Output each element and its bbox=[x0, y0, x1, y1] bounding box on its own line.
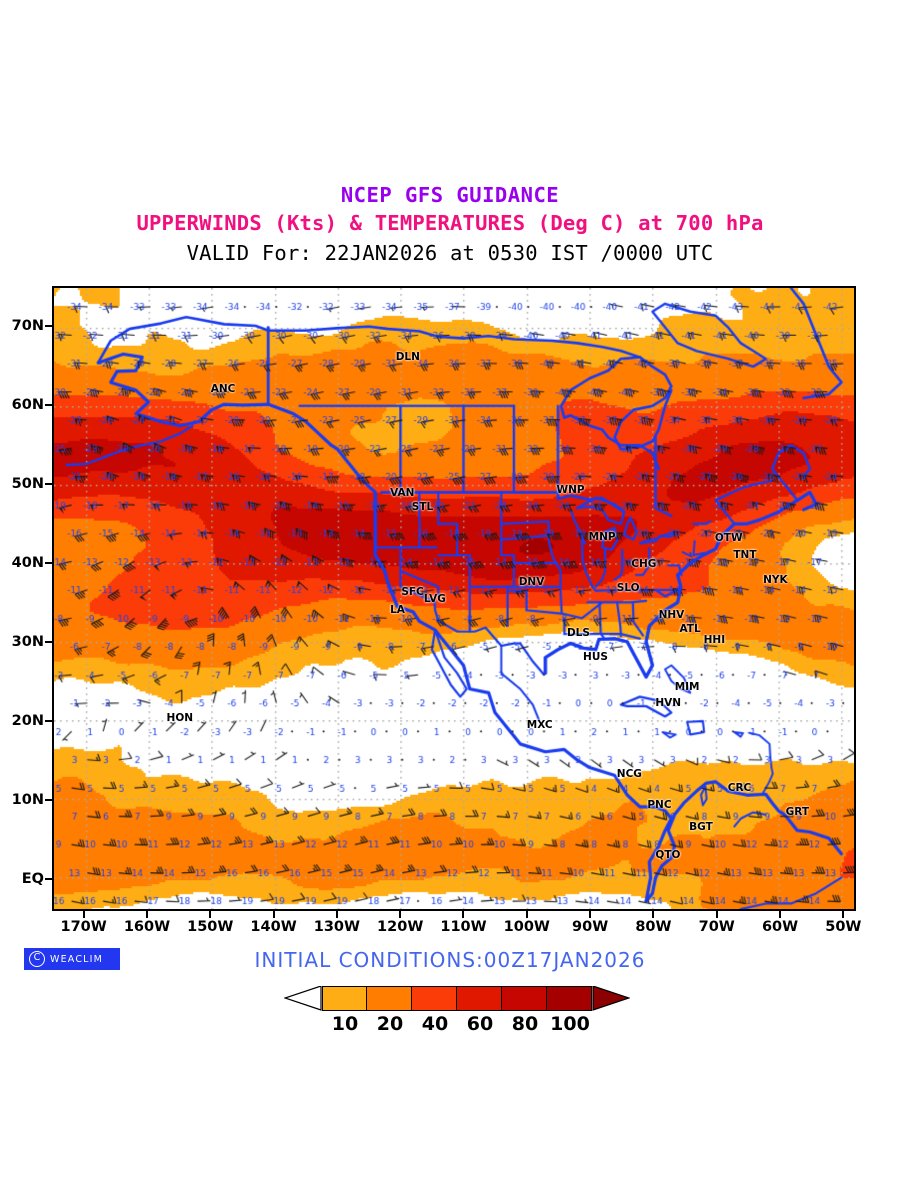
lon-axis-label: 140W bbox=[250, 919, 297, 935]
city-label: NHV bbox=[658, 609, 685, 622]
city-label: MIM bbox=[674, 680, 700, 693]
lon-axis-tick bbox=[779, 911, 782, 918]
lat-axis-tick bbox=[45, 878, 52, 881]
lon-axis-tick bbox=[209, 911, 212, 918]
page-title: NCEP GFS GUIDANCE bbox=[340, 183, 560, 207]
lon-axis-label: 70W bbox=[698, 919, 735, 935]
colorbar-tick-label: 20 bbox=[376, 1013, 404, 1035]
title-block: NCEP GFS GUIDANCE UPPERWINDS (Kts) & TEM… bbox=[0, 182, 900, 268]
lon-axis-tick bbox=[335, 911, 338, 918]
lat-axis-label: 40N bbox=[11, 554, 44, 571]
lon-axis-label: 60W bbox=[761, 919, 799, 935]
lat-axis-tick bbox=[45, 324, 52, 327]
lat-axis-tick bbox=[45, 561, 52, 564]
colorbar-left-arrow bbox=[284, 986, 322, 1011]
lon-axis-label: 100W bbox=[503, 919, 550, 935]
lon-axis-tick bbox=[145, 911, 148, 918]
lon-axis-label: 120W bbox=[377, 919, 424, 935]
city-label: PNC bbox=[647, 798, 672, 811]
colorbar-tick-label: 60 bbox=[466, 1013, 494, 1035]
city-label: DLN bbox=[395, 351, 420, 364]
city-label: ATL bbox=[679, 623, 701, 635]
colorbar-segments bbox=[322, 986, 592, 1011]
lat-axis-tick bbox=[45, 403, 52, 406]
copyright-icon: C bbox=[29, 951, 45, 967]
colorbar-segment bbox=[502, 986, 547, 1011]
city-label: LA bbox=[390, 603, 405, 616]
city-label: NYK bbox=[763, 573, 788, 586]
lon-axis-label: 170W bbox=[60, 919, 107, 935]
city-label: STL bbox=[411, 500, 434, 513]
city-label: HON bbox=[166, 711, 194, 724]
city-label: MXC bbox=[526, 719, 553, 732]
weaclim-logo: C WEACLIM bbox=[24, 948, 120, 970]
colorbar-segment bbox=[322, 986, 367, 1011]
colorbar-segment bbox=[412, 986, 457, 1011]
map-canvas bbox=[54, 288, 854, 909]
weaclim-label: WEACLIM bbox=[50, 953, 104, 965]
colorbar-segment bbox=[367, 986, 412, 1011]
city-label: CRC bbox=[727, 781, 752, 794]
lat-axis-label: 30N bbox=[11, 634, 44, 650]
city-label: MNP bbox=[588, 530, 616, 543]
colorbar-tick-label: 80 bbox=[511, 1013, 539, 1035]
city-label: VAN bbox=[390, 486, 415, 499]
city-label: NCG bbox=[616, 768, 642, 780]
lat-axis-label: 70N bbox=[11, 317, 44, 334]
city-label: OTW bbox=[714, 531, 743, 544]
city-label: WNP bbox=[556, 483, 585, 496]
lon-axis-tick bbox=[462, 911, 465, 918]
lon-axis-label: 90W bbox=[572, 919, 609, 935]
colorbar-right-arrow bbox=[592, 986, 630, 1011]
lon-axis-tick bbox=[652, 911, 655, 918]
weather-map[interactable]: ANC DLN VAN STL WNP OTW MNP TNT CHG NYK DNV SLO SFC L… bbox=[52, 286, 856, 911]
lat-axis-label: EQ bbox=[21, 871, 44, 888]
colorbar-tick-labels: 10 20 40 60 80 100 bbox=[0, 1013, 900, 1037]
city-label: TNT bbox=[733, 549, 757, 562]
lon-axis-tick bbox=[715, 911, 718, 918]
lon-axis-tick bbox=[272, 911, 275, 918]
lon-axis-tick bbox=[82, 911, 85, 918]
lon-axis-tick bbox=[589, 911, 592, 918]
city-label: LVG bbox=[423, 593, 446, 605]
lat-axis-label: 50N bbox=[11, 475, 44, 492]
lon-axis-label: 50W bbox=[825, 919, 862, 935]
page-subtitle: UPPERWINDS (Kts) & TEMPERATURES (Deg C) … bbox=[136, 211, 764, 235]
lat-axis-label: 10N bbox=[11, 792, 44, 809]
lat-axis-tick bbox=[45, 482, 52, 485]
city-label: ANC bbox=[210, 383, 236, 395]
lon-axis-label: 150W bbox=[187, 919, 234, 935]
colorbar-segment bbox=[457, 986, 502, 1011]
city-label: HUS bbox=[583, 650, 608, 663]
colorbar-tick-label: 40 bbox=[421, 1013, 449, 1035]
lon-axis-label: 80W bbox=[635, 919, 672, 935]
city-label: GRT bbox=[785, 805, 810, 818]
city-label: DNV bbox=[518, 575, 545, 588]
city-label: SLO bbox=[616, 581, 640, 594]
colorbar-tick-label: 10 bbox=[331, 1013, 359, 1035]
city-label: DLS bbox=[566, 626, 590, 639]
lon-axis-tick bbox=[525, 911, 528, 918]
lon-axis-tick bbox=[399, 911, 402, 918]
city-label: HHI bbox=[703, 634, 726, 647]
city-label: BGT bbox=[689, 820, 713, 833]
lat-axis-label: 20N bbox=[11, 713, 44, 730]
initial-conditions-label: INITIAL CONDITIONS:00Z17JAN2026 bbox=[254, 948, 646, 972]
lon-axis-tick bbox=[842, 911, 845, 918]
city-label: CHG bbox=[631, 558, 657, 570]
lon-axis-label: 110W bbox=[440, 919, 487, 935]
colorbar: 10 20 40 60 80 100 bbox=[0, 986, 900, 1046]
colorbar-segment bbox=[547, 986, 592, 1011]
lon-axis-label: 160W bbox=[123, 919, 171, 935]
city-label: SFC bbox=[401, 586, 424, 599]
lat-axis-label: 60N bbox=[11, 396, 44, 413]
valid-time-label: VALID For: 22JAN2026 at 0530 IST /0000 U… bbox=[186, 241, 714, 265]
city-label: HVN bbox=[655, 697, 682, 710]
colorbar-tick-label: 100 bbox=[550, 1013, 590, 1035]
lat-axis-tick bbox=[45, 799, 52, 802]
lat-axis-tick bbox=[45, 641, 52, 643]
lon-axis-label: 130W bbox=[313, 919, 361, 935]
city-label: QTO bbox=[655, 849, 681, 862]
lat-axis-tick bbox=[45, 720, 52, 723]
